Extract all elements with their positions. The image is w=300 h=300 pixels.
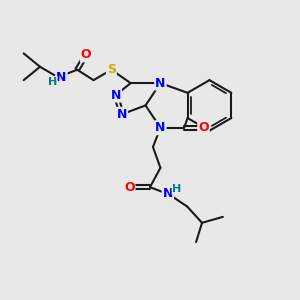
Text: S: S (107, 63, 116, 76)
Text: N: N (155, 121, 166, 134)
Text: H: H (172, 184, 182, 194)
Text: H: H (48, 76, 57, 87)
Text: N: N (117, 108, 127, 121)
Text: N: N (111, 88, 121, 101)
Text: N: N (163, 187, 173, 200)
Text: N: N (56, 71, 67, 84)
Text: O: O (198, 121, 209, 134)
Text: O: O (81, 48, 92, 62)
Text: N: N (155, 76, 166, 90)
Text: O: O (124, 181, 134, 194)
